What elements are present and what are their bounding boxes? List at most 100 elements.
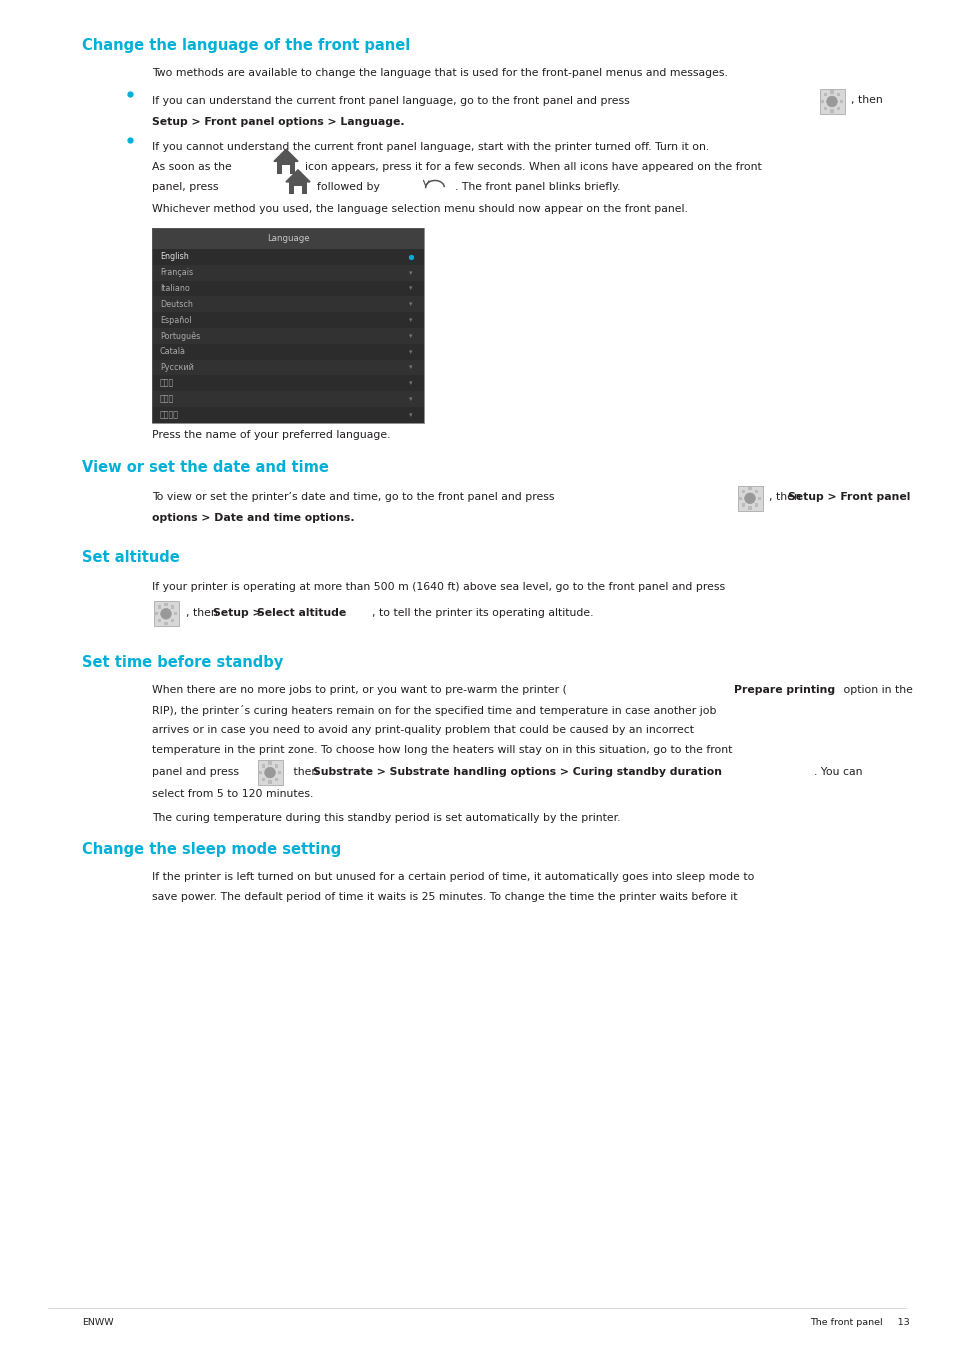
FancyBboxPatch shape <box>822 107 826 109</box>
FancyBboxPatch shape <box>738 497 741 500</box>
Text: Change the sleep mode setting: Change the sleep mode setting <box>82 842 341 857</box>
FancyBboxPatch shape <box>152 228 423 248</box>
Text: Set time before standby: Set time before standby <box>82 655 283 670</box>
Text: Setup > Front panel options > Language.: Setup > Front panel options > Language. <box>152 117 404 127</box>
FancyBboxPatch shape <box>257 760 282 786</box>
Text: , then: , then <box>186 608 221 618</box>
Text: English: English <box>160 252 189 262</box>
Text: When there are no more jobs to print, or you want to pre-warm the printer (: When there are no more jobs to print, or… <box>152 684 566 695</box>
FancyBboxPatch shape <box>754 490 758 493</box>
FancyBboxPatch shape <box>152 281 423 297</box>
FancyBboxPatch shape <box>740 504 744 506</box>
Text: ▾: ▾ <box>409 381 413 386</box>
Text: Setup > Front panel: Setup > Front panel <box>787 491 909 502</box>
FancyBboxPatch shape <box>152 312 423 328</box>
FancyBboxPatch shape <box>294 186 301 194</box>
Polygon shape <box>274 150 297 162</box>
FancyBboxPatch shape <box>152 344 423 359</box>
FancyBboxPatch shape <box>157 618 161 622</box>
Text: If the printer is left turned on but unused for a certain period of time, it aut: If the printer is left turned on but unu… <box>152 872 754 882</box>
Circle shape <box>744 493 755 504</box>
Text: then: then <box>290 767 321 776</box>
Text: To view or set the printer’s date and time, go to the front panel and press: To view or set the printer’s date and ti… <box>152 491 554 502</box>
FancyBboxPatch shape <box>261 778 265 782</box>
Text: 日本語: 日本語 <box>160 379 174 387</box>
Text: Deutsch: Deutsch <box>160 300 193 309</box>
Text: ▾: ▾ <box>409 364 413 370</box>
FancyBboxPatch shape <box>274 778 278 782</box>
Text: Whichever method you used, the language selection menu should now appear on the : Whichever method you used, the language … <box>152 204 687 215</box>
FancyBboxPatch shape <box>171 605 174 609</box>
Text: Substrate > Substrate handling options > Curing standby duration: Substrate > Substrate handling options >… <box>313 767 721 776</box>
FancyBboxPatch shape <box>737 486 761 510</box>
Text: arrives or in case you need to avoid any print-quality problem that could be cau: arrives or in case you need to avoid any… <box>152 725 693 734</box>
Text: icon appears, press it for a few seconds. When all icons have appeared on the fr: icon appears, press it for a few seconds… <box>305 162 760 171</box>
Text: ▾: ▾ <box>409 412 413 418</box>
FancyBboxPatch shape <box>740 490 744 493</box>
Text: Prepare printing: Prepare printing <box>733 684 834 695</box>
FancyBboxPatch shape <box>836 93 840 96</box>
FancyBboxPatch shape <box>754 504 758 506</box>
FancyBboxPatch shape <box>820 100 823 103</box>
Text: Two methods are available to change the language that is used for the front-pane: Two methods are available to change the … <box>152 68 727 78</box>
Text: The front panel     13: The front panel 13 <box>809 1318 909 1327</box>
Text: temperature in the print zone. To choose how long the heaters will stay on in th: temperature in the print zone. To choose… <box>152 745 732 755</box>
Text: The curing temperature during this standby period is set automatically by the pr: The curing temperature during this stand… <box>152 813 619 822</box>
Text: RIP), the printer´s curing heaters remain on for the specified time and temperat: RIP), the printer´s curing heaters remai… <box>152 705 716 716</box>
Text: ▾: ▾ <box>409 285 413 292</box>
FancyBboxPatch shape <box>153 601 178 626</box>
Circle shape <box>826 96 837 107</box>
FancyBboxPatch shape <box>258 771 262 775</box>
Text: View or set the date and time: View or set the date and time <box>82 460 329 475</box>
FancyBboxPatch shape <box>154 612 158 616</box>
FancyBboxPatch shape <box>152 248 423 265</box>
Bar <box>152 228 423 423</box>
Text: Setup >: Setup > <box>213 608 265 618</box>
Text: Русский: Русский <box>160 363 193 373</box>
FancyBboxPatch shape <box>277 771 281 775</box>
Text: ▾: ▾ <box>409 333 413 339</box>
Text: ▾: ▾ <box>409 348 413 355</box>
FancyBboxPatch shape <box>289 182 307 194</box>
Text: option in the: option in the <box>840 684 912 695</box>
Text: If you cannot understand the current front panel language, start with the printe: If you cannot understand the current fro… <box>152 142 708 151</box>
Text: If you can understand the current front panel language, go to the front panel an: If you can understand the current front … <box>152 96 629 105</box>
FancyBboxPatch shape <box>282 165 289 174</box>
Text: Français: Français <box>160 269 193 277</box>
Text: ENWW: ENWW <box>82 1318 113 1327</box>
FancyBboxPatch shape <box>152 392 423 406</box>
FancyBboxPatch shape <box>152 265 423 281</box>
Text: Press the name of your preferred language.: Press the name of your preferred languag… <box>152 429 390 440</box>
FancyBboxPatch shape <box>152 406 423 423</box>
Text: Set altitude: Set altitude <box>82 549 179 564</box>
FancyBboxPatch shape <box>839 100 842 103</box>
FancyBboxPatch shape <box>173 612 177 616</box>
FancyBboxPatch shape <box>836 107 840 109</box>
Text: Español: Español <box>160 316 192 324</box>
Text: , then: , then <box>850 96 882 105</box>
FancyBboxPatch shape <box>164 602 168 606</box>
FancyBboxPatch shape <box>164 621 168 625</box>
Text: save power. The default period of time it waits is 25 minutes. To change the tim: save power. The default period of time i… <box>152 892 737 902</box>
Text: 简体中文: 简体中文 <box>160 410 179 420</box>
FancyBboxPatch shape <box>152 375 423 391</box>
Text: options > Date and time options.: options > Date and time options. <box>152 513 355 524</box>
Text: Language: Language <box>267 234 309 243</box>
FancyBboxPatch shape <box>829 109 833 112</box>
FancyBboxPatch shape <box>276 162 295 174</box>
FancyBboxPatch shape <box>152 297 423 312</box>
Text: 한국어: 한국어 <box>160 394 174 404</box>
FancyBboxPatch shape <box>157 605 161 609</box>
Text: If your printer is operating at more than 500 m (1640 ft) above sea level, go to: If your printer is operating at more tha… <box>152 582 724 591</box>
FancyBboxPatch shape <box>171 618 174 622</box>
Text: select from 5 to 120 minutes.: select from 5 to 120 minutes. <box>152 788 313 799</box>
FancyBboxPatch shape <box>274 764 278 768</box>
FancyBboxPatch shape <box>261 764 265 768</box>
FancyBboxPatch shape <box>152 328 423 344</box>
Text: Select altitude: Select altitude <box>256 608 346 618</box>
FancyBboxPatch shape <box>747 506 751 509</box>
Circle shape <box>264 767 275 778</box>
Text: ▾: ▾ <box>409 396 413 402</box>
Polygon shape <box>286 170 310 182</box>
Text: Italiano: Italiano <box>160 284 190 293</box>
